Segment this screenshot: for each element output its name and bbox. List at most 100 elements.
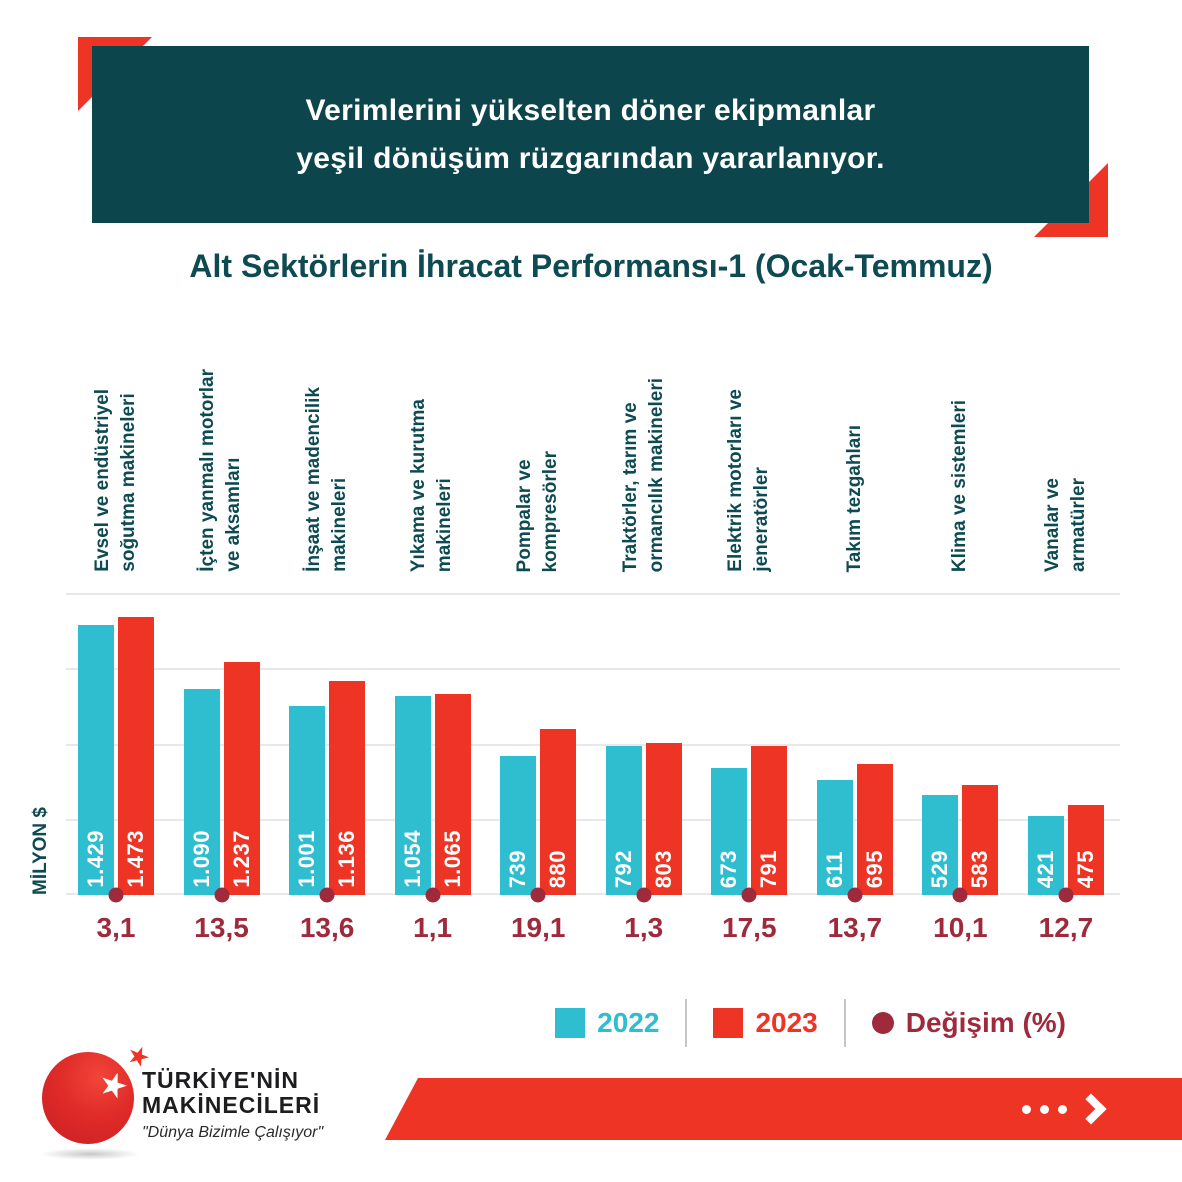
bar-value-2022: 421 <box>1032 849 1058 888</box>
bar-2022: 1.429 <box>78 625 114 895</box>
bar-2022: 792 <box>605 746 642 895</box>
category-label: Klima ve sistemleri <box>949 399 971 572</box>
change-dot-icon <box>108 887 124 903</box>
bar-value-2022: 1.001 <box>294 830 320 888</box>
change-value: 12,7 <box>1038 912 1094 943</box>
category-label: Takım tezgahları <box>843 424 865 572</box>
star-icon <box>96 1068 130 1102</box>
change-dot-icon <box>319 887 335 903</box>
bar-value-2023: 1.237 <box>228 830 254 888</box>
bar-value-2022: 792 <box>610 849 636 888</box>
bar-2022: 1.001 <box>289 706 326 895</box>
bar-group: 739 880 <box>500 593 577 903</box>
bar-group: 529 583 <box>922 593 999 903</box>
category-label: İnşaat ve madencilik makineleri <box>302 387 351 572</box>
category-label: Elektrik motorları ve jeneratörler <box>725 389 773 572</box>
bar-value-2022: 739 <box>505 849 531 888</box>
footer-banner <box>385 1078 1182 1140</box>
category-label: Vanalar ve armatürler <box>1041 477 1089 572</box>
brand-tagline: "Dünya Bizimle Çalışıyor" <box>142 1124 324 1142</box>
gridline-400 <box>66 819 1120 821</box>
bars-row: 1.429 1.473 1.090 1.237 1.001 1.136 1.054 1.065… <box>78 593 1104 903</box>
change-dot-icon <box>741 887 757 903</box>
header-text: Verimlerini yükselten döner ekipmanlar y… <box>296 87 885 181</box>
header-line-1: Verimlerini yükselten döner ekipmanlar <box>305 94 876 128</box>
change-value: 1,1 <box>413 912 453 943</box>
category-labels-row: Evsel ve endüstriyel soğutma makineleri İ… <box>78 318 1104 572</box>
change-dot-icon <box>1058 887 1074 903</box>
change-value: 13,6 <box>299 912 355 943</box>
bar-value-2023: 695 <box>861 849 887 888</box>
arrow-dot <box>1040 1104 1049 1114</box>
change-dot-icon <box>425 887 441 903</box>
category-label: Evsel ve endüstriyel soğutma makineleri <box>91 389 139 572</box>
bar-group: 1.090 1.237 <box>183 593 260 903</box>
category-label: İçten yanmalı motorlar ve aksamları <box>197 369 245 572</box>
category-label: Pompalar ve kompresörler <box>513 450 562 572</box>
change-value: 13,7 <box>827 912 883 943</box>
gridline-800 <box>66 744 1120 746</box>
bar-2022: 421 <box>1027 816 1064 895</box>
bar-2022: 673 <box>711 768 748 895</box>
bar-2022: 1.090 <box>183 689 220 895</box>
bar-2023: 1.237 <box>223 662 260 895</box>
y-axis-label: MİLYON $ <box>30 807 51 895</box>
legend-change-dot-icon <box>871 1012 894 1034</box>
change-value: 1,3 <box>624 912 664 943</box>
brand-logo: TÜRKİYE'NİN MAKİNECİLERİ "Dünya Bizimle … <box>40 1046 370 1166</box>
legend-item-change: Değişim (%) <box>871 1007 1066 1039</box>
brand-line-2: MAKİNECİLERİ <box>142 1091 321 1118</box>
legend-label-change: Değişim (%) <box>905 1007 1066 1038</box>
bar-2023: 695 <box>856 764 893 895</box>
bar-group: 1.001 1.136 <box>289 593 366 903</box>
bar-value-2023: 1.136 <box>334 830 360 888</box>
gridline-1200 <box>66 668 1120 670</box>
legend: 2022 2023 Değişim (%) <box>555 999 1066 1047</box>
bar-value-2023: 1.065 <box>439 830 465 888</box>
legend-item-2023: 2023 <box>713 1007 818 1039</box>
bar-value-2022: 611 <box>821 851 847 888</box>
legend-swatch-2022 <box>555 1008 586 1038</box>
legend-swatch-2023 <box>713 1008 744 1038</box>
change-value: 10,1 <box>933 912 988 943</box>
chart-area: MİLYON $ 1.429 1.473 1.090 1.237 1.001 1.136 1… <box>30 593 1120 903</box>
carousel-next-icon[interactable] <box>1022 1093 1107 1125</box>
category-label: Traktörler, tarım ve ormancılık makinele… <box>619 377 667 572</box>
bar-value-2023: 880 <box>545 849 571 888</box>
legend-item-2022: 2022 <box>555 1007 659 1039</box>
bar-2022: 739 <box>500 756 537 895</box>
bar-2023: 880 <box>540 729 577 895</box>
arrow-dot <box>1022 1104 1031 1114</box>
bar-group: 673 791 <box>711 593 788 903</box>
bar-2023: 1.065 <box>434 694 471 895</box>
baseline <box>66 893 1120 895</box>
change-dot-icon <box>636 887 652 903</box>
bar-2023: 803 <box>645 743 682 895</box>
chart-title: Alt Sektörlerin İhracat Performansı-1 (O… <box>189 248 993 284</box>
bar-value-2022: 1.429 <box>83 830 108 888</box>
arrow-dot <box>1058 1104 1067 1114</box>
bar-value-2023: 583 <box>967 849 993 888</box>
bar-value-2023: 803 <box>650 849 676 888</box>
gridline-1600 <box>66 593 1120 595</box>
bar-group: 1.054 1.065 <box>394 593 471 903</box>
category-label: Yıkama ve kurutma makineleri <box>408 398 456 572</box>
bar-value-2022: 673 <box>716 849 742 888</box>
bar-2023: 475 <box>1067 805 1104 895</box>
bar-value-2023: 475 <box>1072 849 1098 888</box>
bar-2023: 583 <box>962 785 999 895</box>
legend-divider <box>685 999 688 1047</box>
chevron-right-icon <box>1075 1093 1107 1125</box>
logo-shadow <box>40 1148 140 1160</box>
change-dot-icon <box>530 887 546 903</box>
change-value: 13,5 <box>194 912 249 943</box>
bar-2022: 1.054 <box>394 696 431 895</box>
bar-2022: 611 <box>816 780 853 895</box>
change-dot-icon <box>214 887 230 903</box>
brand-text: TÜRKİYE'NİN MAKİNECİLERİ "Dünya Bizimle … <box>142 1068 323 1142</box>
change-value: 19,1 <box>510 912 566 943</box>
bar-group: 1.429 1.473 <box>78 593 154 903</box>
change-dot-icon <box>847 887 863 903</box>
bar-group: 611 695 <box>816 593 893 903</box>
